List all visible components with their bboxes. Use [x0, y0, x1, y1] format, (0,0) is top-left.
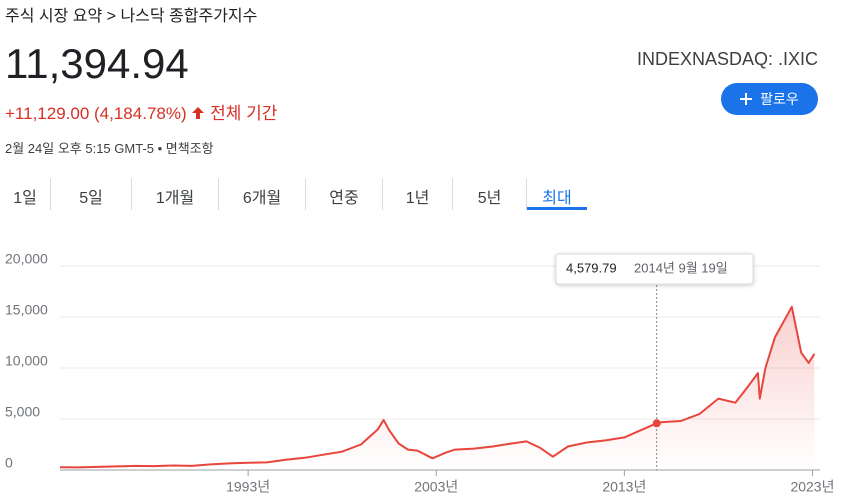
tooltip-date: 2014년 9월 19일	[634, 260, 728, 275]
period: 전체 기간	[210, 104, 278, 123]
tooltip-box	[555, 253, 754, 285]
x-tick-label: 2013년	[602, 479, 646, 495]
change-row: +11,129.00 (4,184.78%) 전체 기간	[5, 99, 277, 124]
y-tick-label: 5,000	[5, 404, 40, 420]
y-tick-label: 0	[5, 455, 13, 471]
tooltip-value: 4,579.79	[566, 260, 617, 275]
follow-button[interactable]: 팔로우	[721, 83, 818, 115]
plus-icon	[740, 93, 753, 105]
x-tick-label: 2003년	[414, 479, 458, 495]
breadcrumb[interactable]: 주식 시장 요약 > 나스닥 종합주가지수	[5, 8, 258, 25]
change: +11,129.00 (4,184.78%)	[5, 104, 187, 123]
range-tabs: 1일 5일 1개월 6개월 연중 1년 5년 최대	[0, 178, 587, 212]
range-tab[interactable]: 5일	[51, 178, 132, 210]
x-tick-label: 2023년	[790, 479, 834, 495]
range-tab[interactable]: 최대	[527, 178, 587, 210]
y-tick-label: 10,000	[5, 353, 48, 369]
range-tab[interactable]: 5년	[453, 178, 527, 210]
x-tick-label: 1993년	[226, 479, 270, 495]
range-tab[interactable]: 1개월	[132, 178, 219, 210]
y-tick-label: 20,000	[5, 251, 48, 267]
price: 11,394.94	[5, 40, 189, 87]
range-tab[interactable]: 1년	[383, 178, 453, 210]
y-tick-label: 15,000	[5, 302, 48, 318]
range-tab[interactable]: 6개월	[219, 178, 306, 210]
line	[59, 305, 816, 469]
range-tab[interactable]: 1일	[0, 178, 51, 210]
timestamp: 2월 24일 오후 5:15 GMT-5 • 면책조항	[5, 141, 214, 156]
ticker: INDEXNASDAQ: .IXIC	[636, 49, 818, 69]
hover-point	[652, 419, 661, 428]
up-arrow	[192, 107, 205, 119]
area	[60, 306, 815, 470]
follow-label: 팔로우	[760, 91, 799, 107]
range-tab[interactable]: 연중	[306, 178, 383, 210]
tooltip: 4,579.79 2014년 9월 19일	[555, 253, 754, 285]
